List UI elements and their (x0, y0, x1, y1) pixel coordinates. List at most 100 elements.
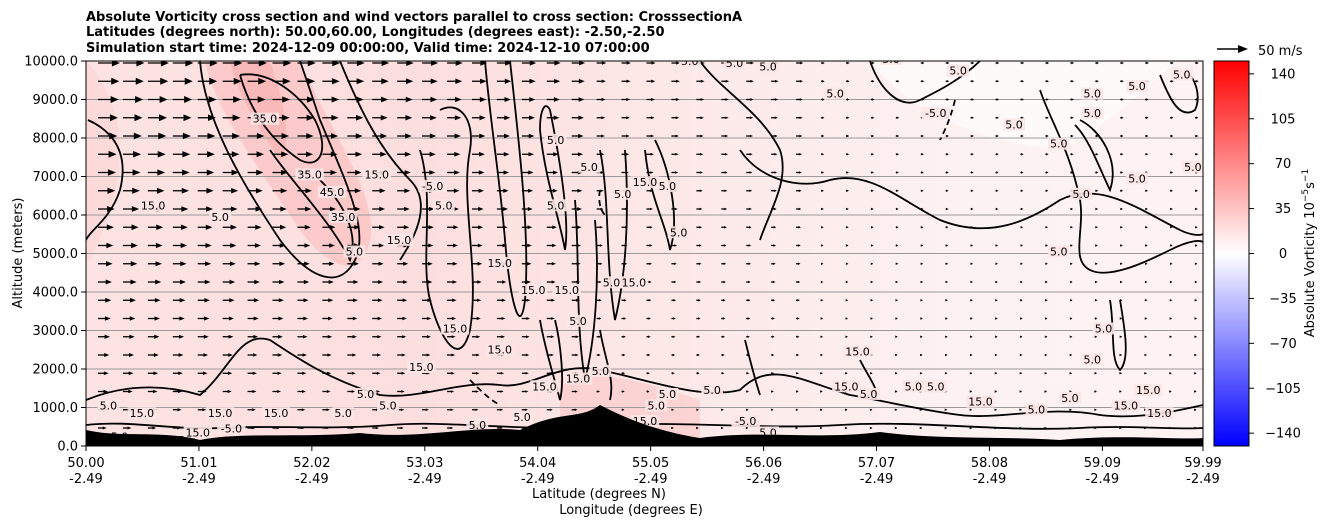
contour-line (699, 61, 784, 241)
wind-vector-head (970, 262, 974, 266)
contour-label: 5.0 (681, 55, 699, 68)
wind-vector-head (1170, 171, 1174, 174)
wind-vector-head (307, 78, 316, 85)
wind-vector-head (129, 334, 135, 339)
wind-vector-head (160, 61, 169, 67)
wind-vector-head (281, 151, 289, 158)
wind-vector-head (799, 79, 804, 83)
contour-label-background (589, 364, 612, 377)
wind-vector-head (798, 225, 801, 229)
wind-vector-head (153, 389, 158, 394)
contour-label: 5.0 (927, 380, 945, 393)
wind-vector-head (601, 134, 605, 138)
wind-vector-head (1145, 244, 1148, 247)
chart-title-line-1: Absolute Vorticity cross section and win… (86, 10, 742, 25)
wind-vector-head (846, 134, 850, 138)
wind-vector-head (699, 225, 703, 229)
wind-vector-head (994, 408, 998, 412)
x-tick-label-longitude: -2.49 (634, 472, 668, 487)
wind-vector-head (798, 207, 802, 211)
wind-vector-head (230, 224, 237, 230)
wind-vector-head (995, 207, 999, 211)
contour-label-background (1145, 407, 1174, 420)
wind-vector-head (920, 298, 923, 302)
wind-vector-head (500, 371, 505, 375)
wind-vector-head (1046, 61, 1050, 65)
vorticity-low-region (870, 61, 1180, 150)
y-tick-label: 4000.0 (33, 286, 79, 301)
wind-vector-head (698, 298, 701, 302)
contour-label-background (678, 61, 701, 67)
wind-vector-head (821, 225, 824, 229)
wind-vector-head (504, 78, 512, 84)
contour-label-background (552, 284, 581, 296)
wind-vector-head (528, 133, 535, 139)
wind-vector-head (746, 390, 749, 393)
wind-vector-head (476, 335, 481, 339)
wind-vector-head (280, 169, 288, 176)
wind-vector-head (920, 225, 924, 229)
wind-vector-head (647, 353, 651, 357)
contour-label: 5.0 (1050, 138, 1068, 151)
colorbar-tick-label: −140 (1265, 427, 1301, 442)
wind-vector-head (845, 280, 849, 284)
wind-vector-head (379, 188, 386, 194)
wind-vector-head (820, 280, 824, 284)
wind-vector-head (229, 298, 235, 303)
wind-vector-head (301, 408, 306, 412)
wind-vector-head (945, 207, 949, 211)
wind-vectors (98, 61, 1199, 430)
wind-vector-head (870, 262, 874, 266)
wind-vector-head (256, 169, 264, 176)
wind-vector-head (921, 189, 924, 193)
wind-vector-head (184, 96, 193, 103)
wind-vector-head (1019, 408, 1022, 412)
wind-vector-head (553, 170, 559, 175)
wind-vector-head (772, 317, 775, 320)
colorbar-tick-label: −70 (1269, 337, 1296, 352)
contour-label-background (1092, 322, 1115, 335)
contour-label-background (343, 245, 366, 258)
wind-vector-head (553, 97, 560, 102)
contour-label-background (857, 387, 880, 400)
wind-vector-head (356, 114, 364, 121)
wind-vector-head (352, 316, 358, 321)
contour-label: 5.0 (1084, 353, 1102, 366)
contour-label: 5.0 (659, 180, 677, 193)
wind-vector-head (578, 133, 584, 139)
wind-vector-head (872, 61, 875, 65)
chart-title-line-3: Simulation start time: 2024-12-09 00:00:… (86, 41, 650, 56)
contour-label-background (667, 226, 690, 239)
wind-vector-head (1046, 134, 1049, 138)
wind-vector-head (254, 298, 260, 303)
wind-vector-head (152, 426, 157, 430)
contour-label: 5.0 (1005, 118, 1023, 131)
wind-vector-head (675, 116, 680, 120)
wind-vector-head (525, 371, 529, 375)
wind-vector-head (500, 426, 503, 430)
wind-vector-head (971, 134, 974, 138)
wind-vector-head (750, 98, 754, 101)
wind-vector-head (945, 244, 949, 247)
wind-vector-head (1146, 98, 1149, 101)
wind-vector-head (723, 262, 727, 266)
wind-vector-head (1120, 189, 1124, 193)
contour-label-background (947, 64, 970, 77)
wind-vector-head (480, 61, 488, 66)
wind-vector-head (970, 335, 973, 339)
wind-vector-head (748, 262, 751, 266)
wind-vector-head (379, 225, 385, 230)
wind-vector-head (111, 61, 120, 67)
contour-label-background (205, 407, 235, 420)
wind-vector-head (820, 426, 823, 430)
wind-vector-head (130, 279, 137, 285)
wind-vector-head (180, 279, 186, 285)
vorticity-left-region (86, 61, 121, 260)
wind-vector-head (995, 262, 998, 266)
contour-label-background (1081, 353, 1104, 366)
wind-vector-head (650, 134, 655, 138)
wind-vector-head (258, 61, 267, 67)
wind-vector-head (1145, 262, 1148, 266)
colorbar-tick-label: 70 (1275, 157, 1292, 172)
wind-vector-head (996, 171, 999, 174)
